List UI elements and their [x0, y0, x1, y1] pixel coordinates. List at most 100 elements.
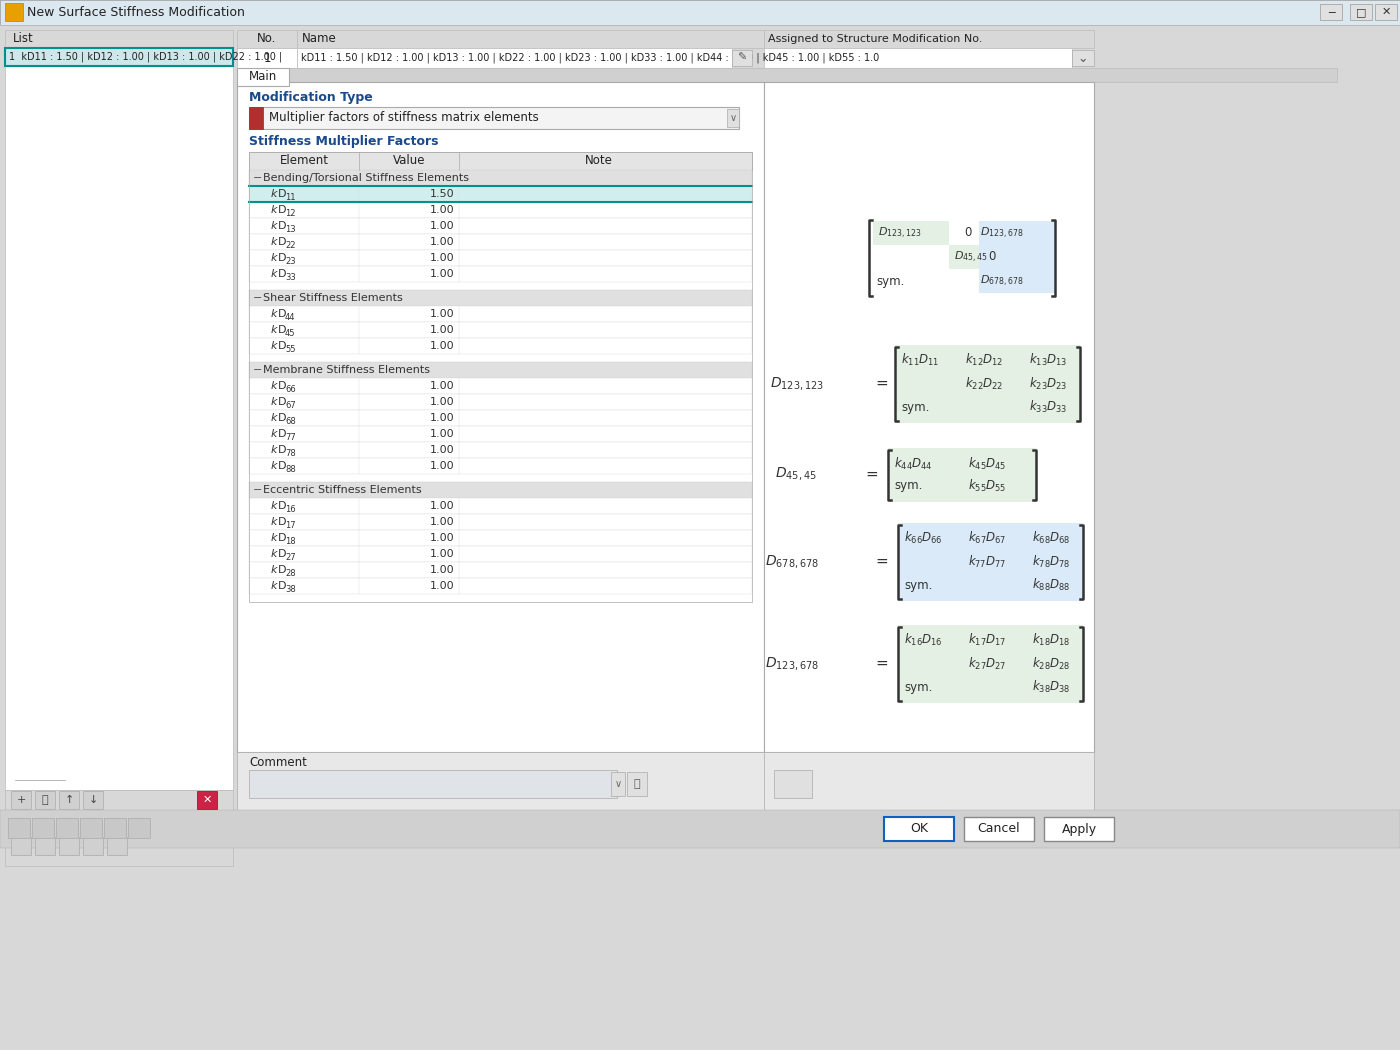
Bar: [249, 170, 752, 186]
Text: D: D: [279, 461, 287, 471]
Bar: [249, 152, 752, 602]
Text: Comment: Comment: [249, 756, 307, 769]
Text: 45: 45: [286, 329, 295, 337]
Text: k: k: [272, 533, 277, 543]
Text: ─: ─: [1327, 7, 1334, 17]
Bar: [774, 770, 812, 798]
Text: 28: 28: [286, 568, 295, 578]
Text: ⌄: ⌄: [1078, 51, 1088, 64]
Text: 1.00: 1.00: [430, 397, 454, 407]
Text: ✎: ✎: [738, 52, 746, 63]
Bar: [979, 220, 1056, 245]
Text: 16: 16: [286, 504, 295, 513]
Text: 1.50: 1.50: [430, 189, 454, 200]
Text: −: −: [253, 485, 262, 495]
Text: $k_{77}D_{77}$: $k_{77}D_{77}$: [967, 554, 1007, 570]
Bar: [249, 290, 752, 306]
Text: $D_{123,678}$: $D_{123,678}$: [980, 226, 1023, 240]
Bar: [1375, 4, 1397, 20]
Text: Eccentric Stiffness Elements: Eccentric Stiffness Elements: [263, 485, 421, 495]
Bar: [237, 48, 297, 68]
Bar: [760, 82, 1093, 752]
Text: sym.: sym.: [904, 579, 932, 591]
Text: 17: 17: [286, 521, 295, 529]
Text: D: D: [279, 269, 287, 279]
Text: 27: 27: [286, 552, 295, 562]
Bar: [610, 772, 624, 796]
Bar: [249, 498, 752, 514]
Text: 1.00: 1.00: [430, 533, 454, 543]
Bar: [80, 818, 102, 838]
Text: 78: 78: [286, 448, 295, 458]
Bar: [764, 30, 1093, 48]
Bar: [104, 818, 126, 838]
Text: −: −: [253, 173, 262, 183]
Text: k: k: [272, 341, 277, 351]
Text: $D_{123,123}$: $D_{123,123}$: [878, 226, 921, 240]
Bar: [249, 562, 752, 578]
Text: 13: 13: [286, 225, 295, 233]
Text: 1.00: 1.00: [430, 326, 454, 335]
Text: 1.00: 1.00: [430, 381, 454, 391]
Text: 18: 18: [286, 537, 295, 546]
Bar: [35, 837, 55, 855]
Bar: [237, 752, 767, 810]
Text: ⧉: ⧉: [634, 779, 640, 789]
Text: −: −: [253, 365, 262, 375]
Text: $k_{18}D_{18}$: $k_{18}D_{18}$: [1032, 632, 1071, 648]
Bar: [249, 266, 752, 282]
Text: Apply: Apply: [1061, 822, 1096, 836]
Text: $k_{78}D_{78}$: $k_{78}D_{78}$: [1032, 554, 1071, 570]
Bar: [6, 48, 232, 66]
Bar: [1320, 4, 1343, 20]
Text: k: k: [272, 429, 277, 439]
Bar: [249, 442, 752, 458]
Bar: [8, 818, 29, 838]
Bar: [56, 818, 78, 838]
Bar: [32, 818, 55, 838]
Bar: [6, 828, 232, 866]
Text: D: D: [279, 533, 287, 543]
Text: 1.00: 1.00: [430, 309, 454, 319]
Bar: [764, 82, 1093, 752]
Text: ∨: ∨: [729, 113, 736, 123]
Text: sym.: sym.: [904, 680, 932, 693]
Text: 66: 66: [286, 384, 295, 394]
Bar: [249, 234, 752, 250]
Text: 1.00: 1.00: [430, 341, 454, 351]
Bar: [249, 530, 752, 546]
Text: $k_{67}D_{67}$: $k_{67}D_{67}$: [967, 530, 1007, 546]
Text: ✕: ✕: [203, 795, 211, 805]
Text: $D_{678,678}$: $D_{678,678}$: [980, 273, 1023, 289]
Text: $D_{678,678}$: $D_{678,678}$: [764, 552, 819, 569]
Bar: [249, 578, 752, 594]
Text: 1.00: 1.00: [430, 517, 454, 527]
Text: $D_{123,123}$: $D_{123,123}$: [770, 375, 825, 392]
Bar: [11, 837, 31, 855]
Text: $k_{68}D_{68}$: $k_{68}D_{68}$: [1032, 530, 1071, 546]
Text: 1.00: 1.00: [430, 237, 454, 247]
Text: sym.: sym.: [876, 274, 904, 288]
Bar: [106, 837, 127, 855]
Text: Membrane Stiffness Elements: Membrane Stiffness Elements: [263, 365, 430, 375]
Text: $k_{44}D_{44}$: $k_{44}D_{44}$: [895, 456, 932, 472]
Text: D: D: [279, 237, 287, 247]
Text: D: D: [279, 517, 287, 527]
Text: 12: 12: [286, 209, 295, 217]
Text: D: D: [279, 220, 287, 231]
Text: 1.00: 1.00: [430, 461, 454, 471]
Bar: [1350, 4, 1372, 20]
Text: Main: Main: [249, 70, 277, 84]
Text: 23: 23: [286, 256, 295, 266]
Text: ↓: ↓: [88, 795, 98, 805]
Text: D: D: [279, 565, 287, 575]
Text: Shear Stiffness Elements: Shear Stiffness Elements: [263, 293, 403, 303]
Bar: [237, 68, 1337, 82]
Text: $k_{16}D_{16}$: $k_{16}D_{16}$: [904, 632, 942, 648]
Bar: [249, 378, 752, 394]
Text: k: k: [272, 205, 277, 215]
Text: Multiplier factors of stiffness matrix elements: Multiplier factors of stiffness matrix e…: [269, 111, 539, 125]
Text: D: D: [279, 341, 287, 351]
Text: $k_{38}D_{38}$: $k_{38}D_{38}$: [1032, 679, 1071, 695]
Text: New Surface Stiffness Modification: New Surface Stiffness Modification: [27, 5, 245, 19]
